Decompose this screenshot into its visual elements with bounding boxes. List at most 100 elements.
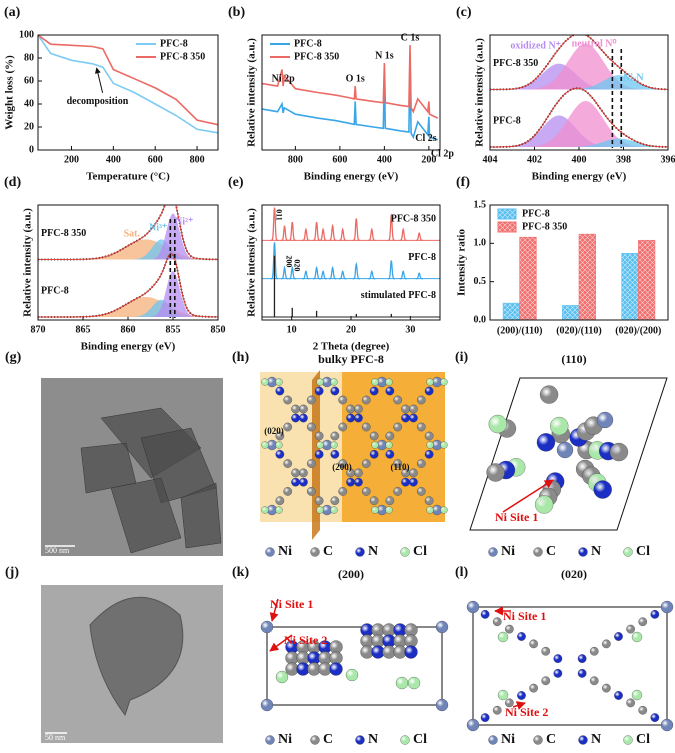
component-peak (149, 213, 197, 260)
unit-cell (266, 626, 443, 706)
series-line (262, 54, 439, 141)
bar (578, 233, 596, 321)
atom-legend-label: Ni (278, 732, 292, 747)
y-tick-label: 0.0 (474, 314, 487, 325)
particle (80, 442, 137, 494)
scale-bar-label: 50 nm (45, 733, 66, 742)
atom (338, 395, 348, 405)
atom (488, 547, 498, 557)
series-label: PFC-8 (408, 252, 436, 263)
atom (369, 386, 379, 396)
atom (539, 385, 559, 404)
site-label: Ni Site 1 (495, 510, 538, 524)
component-peak (73, 239, 218, 260)
atom (400, 735, 410, 745)
atom-legend-label: Ni (501, 732, 515, 747)
y-tick-label: 20 (24, 121, 34, 132)
atom (409, 468, 418, 478)
peak-label: 020 (292, 259, 301, 271)
atom (626, 624, 635, 634)
fit-envelope (38, 253, 218, 318)
y-axis-label: Relative intensity (a.u.) (246, 208, 258, 317)
legend-label: PFC-8 350 (522, 221, 567, 232)
atom (369, 449, 379, 459)
atom-legend-label: Cl (413, 732, 427, 747)
particle (89, 596, 184, 717)
x-tick-label: 800 (288, 154, 303, 165)
atom (614, 632, 623, 641)
atom-legend-label: Cl (413, 544, 427, 559)
diffraction-peak (368, 270, 376, 280)
atom-legend-label: C (323, 732, 333, 747)
atom (638, 705, 648, 715)
atom (329, 662, 343, 676)
atom (426, 441, 434, 449)
atom (440, 378, 448, 386)
site-arrow (269, 598, 279, 622)
component-peak (523, 101, 648, 147)
atom (626, 698, 635, 708)
x-tick-label: 396 (661, 154, 675, 165)
atom (424, 449, 434, 459)
atom (541, 646, 551, 656)
component-peak (523, 43, 648, 90)
diffraction-peak (387, 214, 395, 241)
atom (650, 713, 660, 722)
y-tick-label: 80 (24, 52, 34, 63)
atom (330, 386, 340, 396)
atom-legend-label: N (368, 544, 378, 559)
atom (299, 468, 308, 478)
atom (306, 459, 316, 468)
x-tick-label: 870 (31, 324, 46, 335)
atom (497, 689, 509, 701)
diffraction-peak (281, 225, 289, 241)
diffraction-peak (415, 272, 423, 280)
atom (650, 610, 660, 619)
atom (393, 487, 403, 496)
atom (291, 468, 300, 478)
panel-label: (l) (455, 565, 469, 580)
atom (536, 433, 556, 452)
atom (275, 670, 289, 684)
atom (416, 459, 426, 468)
atom (466, 718, 480, 732)
x-tick-label: 865 (76, 324, 91, 335)
atom (371, 378, 379, 386)
site-label: Ni Site 2 (284, 633, 327, 647)
y-tick-label: 1.5 (474, 199, 487, 210)
sample-label: PFC-8 350 (493, 58, 538, 69)
x-tick-label: 400 (106, 154, 121, 165)
x-tick-label: 600 (332, 154, 347, 165)
x-axis-label: Binding energy (eV) (304, 171, 399, 183)
panel-label: (g) (5, 350, 22, 365)
diffraction-peak (329, 265, 337, 280)
atom (355, 547, 365, 557)
x-tick-label: 200 (421, 154, 436, 165)
component-peak (564, 75, 668, 90)
atom (361, 459, 371, 468)
x-tick-label: (020)/(110) (556, 325, 602, 336)
atom (435, 698, 449, 712)
atom (275, 378, 283, 386)
atom (283, 459, 293, 468)
atom (261, 378, 269, 386)
annotation: Ni 2p (272, 73, 296, 84)
component-label: Ni-N (623, 72, 644, 83)
x-tick-label: 398 (616, 154, 631, 165)
plot-frame (37, 204, 219, 321)
atom (283, 487, 293, 496)
atom-legend-label: N (368, 732, 378, 747)
x-tick-label: 200 (64, 154, 79, 165)
diffraction-peak (387, 260, 395, 280)
atom (330, 506, 338, 514)
atom (505, 624, 514, 634)
atom (361, 395, 371, 405)
atom (275, 449, 285, 459)
atom (578, 735, 588, 745)
diffraction-peak (281, 265, 289, 280)
atom (316, 506, 324, 514)
fit-envelope (38, 205, 218, 260)
x-tick-label: (200)/(110) (497, 325, 543, 336)
component-peak (73, 296, 218, 317)
atom (631, 689, 643, 701)
